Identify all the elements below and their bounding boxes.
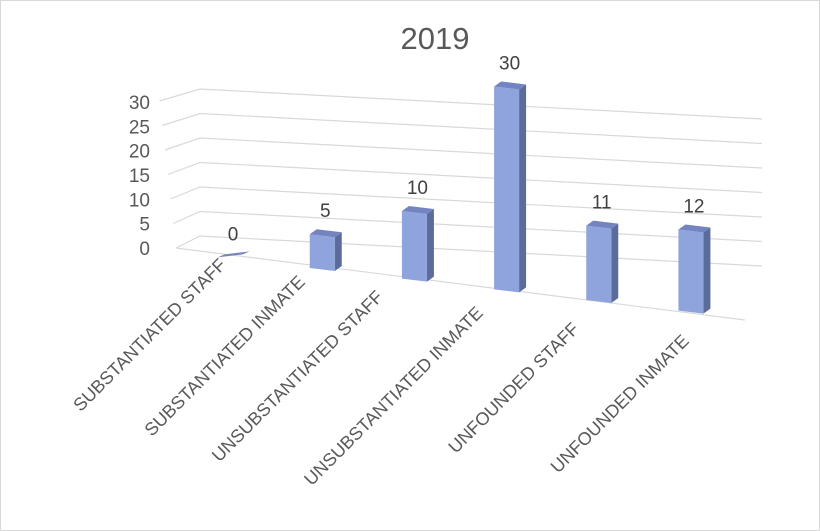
bar-side [334,232,342,271]
bar-front [401,211,427,282]
y-tick-label: 10 [129,190,150,211]
bar [678,224,711,314]
gridline [159,88,763,120]
y-tick-label: 0 [139,239,150,260]
bar [401,206,434,282]
data-label: 11 [592,193,612,214]
bar-front [678,229,704,314]
floor-front-edge [175,247,746,321]
y-tick-label: 15 [129,166,150,187]
y-axis-ticks: 0 5 10 15 20 25 30 [129,93,150,260]
bar [217,251,250,258]
bar-top [401,206,434,215]
category-label: UNFOUNDED INMATE [547,331,693,477]
bar-side [519,84,527,293]
bar-side [426,209,434,282]
bar-front [309,234,335,271]
data-label: 12 [683,197,704,218]
category-label: SUBSTANTIATED STAFF [69,255,230,416]
bar [586,220,619,303]
bars [217,81,711,314]
bar-top [217,251,250,258]
gridline [173,210,763,243]
chart-title: 2019 [401,21,470,56]
data-label: 0 [228,224,239,245]
gridline [175,235,763,267]
category-label: UNFOUNDED STAFF [444,319,582,457]
bar-top [309,229,342,238]
bar-side [611,223,619,303]
bar-side [703,227,711,314]
bar-top [586,220,619,229]
gridline [164,137,763,169]
bar [494,81,527,293]
gridline [170,186,763,218]
bar [309,229,342,271]
gridline [167,161,763,194]
data-label: 30 [499,53,520,74]
y-tick-label: 5 [139,215,150,236]
category-label: SUBSTANTIATED INMATE [141,272,309,440]
gridlines [159,88,763,321]
bar-front [586,225,612,303]
y-tick-label: 30 [129,93,150,114]
y-tick-label: 25 [129,117,150,138]
y-tick-label: 20 [129,142,150,163]
bar-top [678,224,711,233]
bar-front [494,86,520,293]
bar-top [494,81,527,90]
gridline [162,112,763,145]
data-labels: 0 5 10 30 11 12 [228,53,705,245]
data-label: 10 [407,178,428,199]
data-label: 5 [320,201,331,222]
